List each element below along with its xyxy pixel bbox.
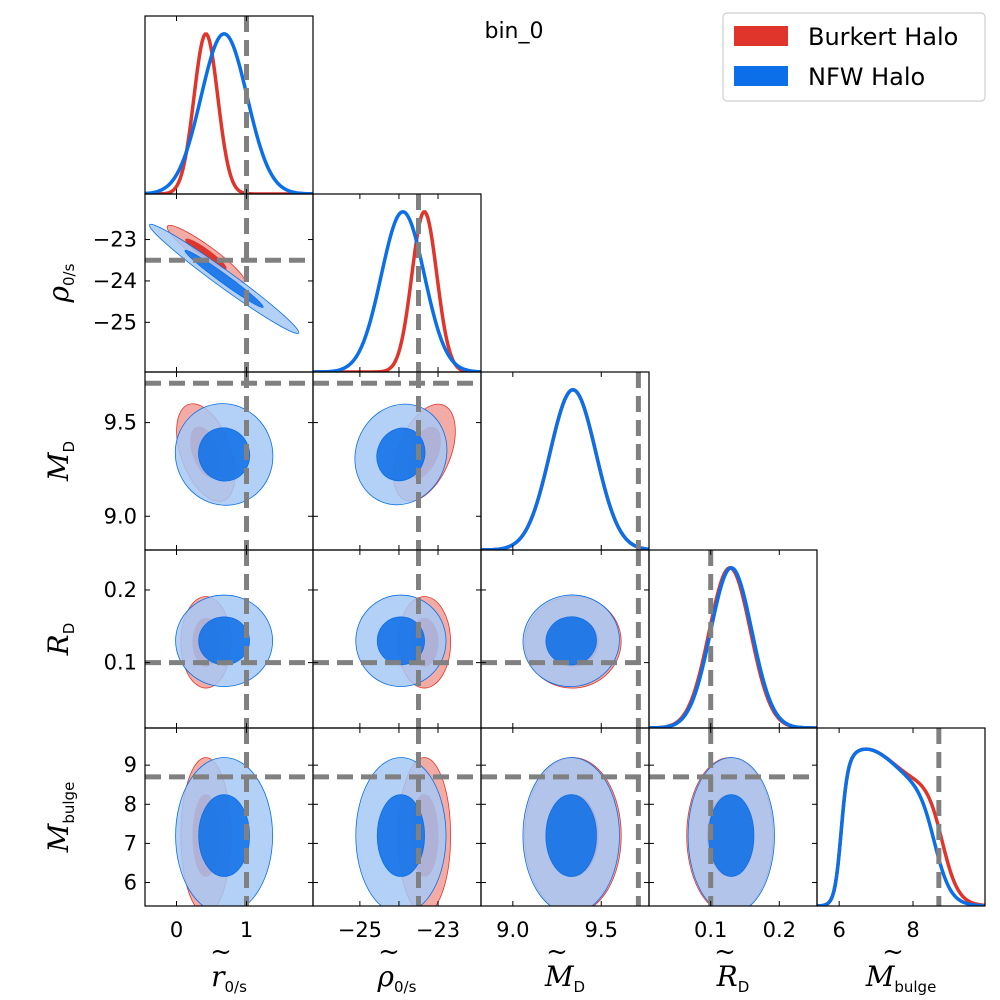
panel-MD-r0s	[144, 371, 314, 551]
contour-nfw-inner-Mbulge-MD	[545, 794, 597, 877]
contour-nfw-inner-rho0s-r0s	[184, 249, 264, 308]
x-tick-label-RD: 0.2	[763, 918, 796, 942]
y-tick-label-rho0s: −25	[93, 310, 137, 334]
y-tick-label-MD: 9.5	[104, 411, 137, 435]
x-axis-label-MD: MD	[544, 960, 585, 996]
panel-r0s-r0s	[144, 15, 314, 195]
marginal-nfw-RD	[649, 565, 817, 728]
legend: Burkert Halo NFW Halo	[722, 12, 986, 102]
marginal-burkert-MD	[481, 388, 649, 550]
x-axis-label-rho0s: ρ0/s	[377, 960, 417, 996]
x-tick-label-RD: 0.1	[694, 918, 727, 942]
y-tick-label-Mbulge: 8	[124, 792, 137, 816]
legend-frame	[722, 12, 986, 102]
marginal-burkert-RD	[649, 566, 817, 728]
marginal-nfw-r0s	[145, 32, 313, 194]
panel-frame	[648, 549, 818, 729]
contour-nfw-inner-Mbulge-rho0s	[376, 794, 425, 877]
panel-rho0s-rho0s	[312, 193, 482, 373]
x-axis-label-tilde: ~	[378, 937, 400, 967]
y-tick-label-Mbulge: 7	[124, 831, 137, 855]
marginal-burkert-r0s	[145, 32, 313, 194]
y-tick-label-Mbulge: 6	[124, 871, 137, 895]
panel-Mbulge-RD	[648, 727, 818, 907]
y-axis-label-rho0s: ρ0/s	[42, 263, 78, 303]
panel-Mbulge-r0s	[144, 727, 314, 907]
marginal-burkert-rho0s	[313, 210, 481, 372]
marginal-nfw-rho0s	[313, 210, 481, 372]
legend-label-burkert: Burkert Halo	[808, 23, 958, 51]
contour-nfw-inner-Mbulge-r0s	[198, 794, 250, 877]
panel-RD-RD	[648, 549, 818, 729]
panel-RD-r0s	[144, 549, 314, 729]
x-axis-label-Mbulge: Mbulge	[865, 960, 937, 996]
contour-nfw-inner-RD-MD	[545, 616, 597, 666]
x-axis-label-RD: RD	[716, 960, 750, 996]
legend-label-nfw: NFW Halo	[808, 63, 925, 91]
x-tick-label-MD: 9.5	[585, 918, 618, 942]
y-tick-label-Mbulge: 9	[124, 753, 137, 777]
contour-nfw-inner-Mbulge-RD	[708, 794, 755, 877]
x-tick-label-Mbulge: 6	[832, 918, 845, 942]
x-tick-label-MD: 9.0	[496, 918, 529, 942]
marginal-nfw-MD	[481, 388, 649, 550]
panel-MD-rho0s	[312, 371, 482, 551]
chart-title: bin_0	[484, 19, 543, 44]
x-tick-label-rho0s: −23	[416, 918, 460, 942]
x-axis-label-r0s: r0/s	[211, 960, 247, 996]
legend-swatch-burkert	[734, 26, 788, 46]
panel-RD-rho0s	[312, 549, 482, 729]
panel-Mbulge-rho0s	[312, 727, 482, 907]
legend-swatch-nfw	[734, 66, 788, 86]
panel-rho0s-r0s	[144, 193, 314, 373]
y-tick-label-RD: 0.2	[104, 578, 137, 602]
panel-RD-MD	[480, 549, 650, 729]
x-axis-label-tilde: ~	[546, 937, 568, 967]
x-axis-label-tilde: ~	[882, 937, 904, 967]
x-tick-label-rho0s: −25	[338, 918, 382, 942]
panel-frame	[816, 727, 986, 907]
y-tick-label-rho0s: −24	[93, 269, 137, 293]
y-tick-label-rho0s: −23	[93, 228, 137, 252]
contour-nfw-inner-MD-rho0s	[376, 427, 426, 482]
y-axis-label-Mbulge: Mbulge	[42, 782, 78, 854]
y-axis-label-MD: MD	[42, 441, 78, 482]
panel-MD-MD	[480, 371, 650, 551]
x-tick-label-r0s: 1	[240, 918, 253, 942]
y-tick-label-MD: 9.0	[104, 504, 137, 528]
x-tick-label-r0s: 0	[170, 918, 183, 942]
marginal-nfw-Mbulge	[817, 747, 985, 906]
panel-Mbulge-MD	[480, 727, 650, 907]
x-axis-label-tilde: ~	[714, 937, 736, 967]
panel-Mbulge-Mbulge	[816, 727, 986, 907]
contour-nfw-inner-RD-r0s	[198, 616, 250, 666]
y-axis-label-RD: RD	[42, 623, 78, 657]
x-axis-label-tilde: ~	[210, 937, 232, 967]
y-tick-label-RD: 0.1	[104, 651, 137, 675]
x-tick-label-Mbulge: 8	[906, 918, 919, 942]
